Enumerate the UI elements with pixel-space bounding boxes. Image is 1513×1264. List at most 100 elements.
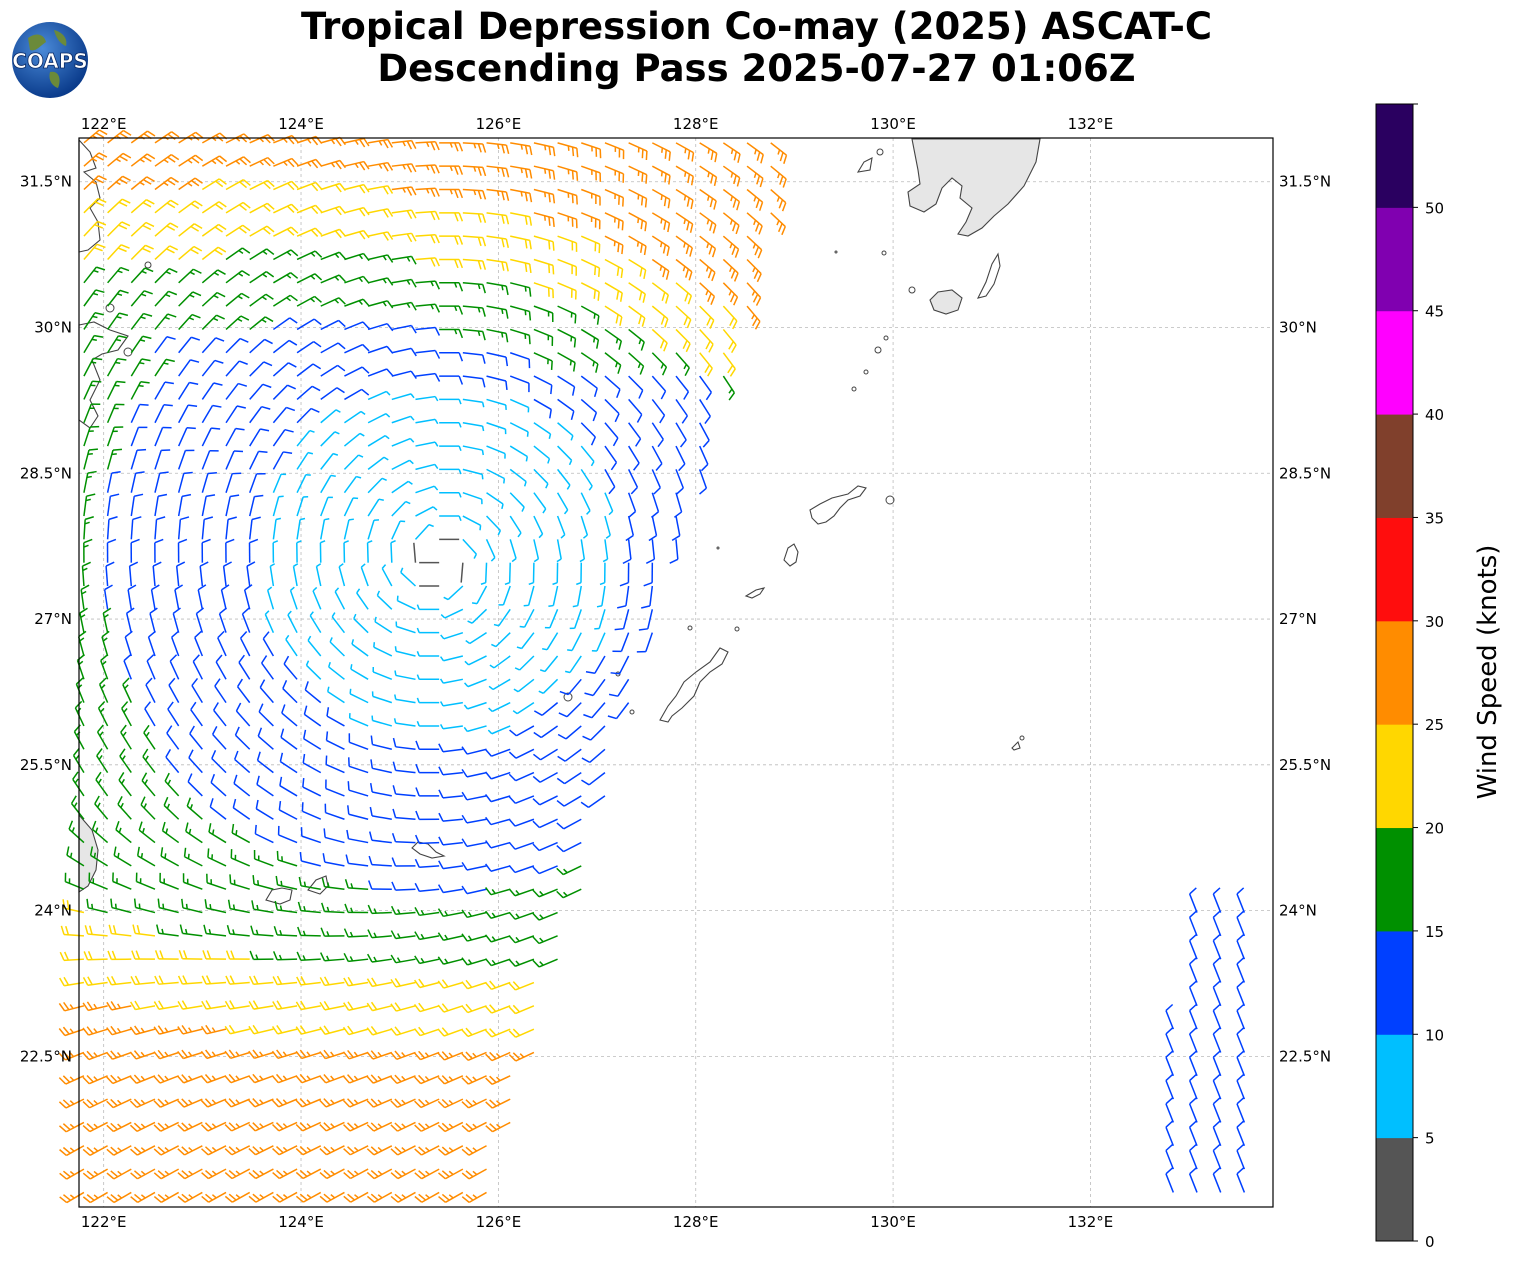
wind-barb xyxy=(83,425,100,447)
colorbar-segment xyxy=(1376,930,1413,1035)
wind-barb xyxy=(770,142,788,164)
wind-barb xyxy=(604,328,623,350)
wind-barb xyxy=(320,251,346,261)
wind-barb xyxy=(439,421,462,428)
wind-barb xyxy=(438,789,463,799)
wind-barb xyxy=(584,678,606,697)
wind-barb xyxy=(344,229,370,240)
wind-barb xyxy=(367,208,394,218)
colorbar-tick-label: 10 xyxy=(1425,1026,1444,1044)
wind-barb xyxy=(177,1145,203,1156)
wind-barb xyxy=(580,352,599,373)
wind-barb xyxy=(83,129,108,144)
wind-barb xyxy=(371,691,393,704)
wind-barb xyxy=(461,746,487,755)
wind-barb xyxy=(415,787,440,797)
wind-barb xyxy=(671,515,681,542)
wind-barb xyxy=(264,610,275,633)
wind-barb xyxy=(1212,957,1222,983)
wind-barb xyxy=(107,152,132,167)
wind-barb xyxy=(191,677,203,704)
wind-barb xyxy=(1188,980,1198,1007)
wind-barb xyxy=(177,975,203,985)
wind-barb xyxy=(367,390,391,401)
wind-barb xyxy=(107,244,130,260)
wind-barb xyxy=(368,855,392,867)
wind-barb xyxy=(130,335,152,354)
wind-barb xyxy=(153,1000,179,1011)
wind-barb xyxy=(319,976,345,987)
wind-barb xyxy=(177,1121,203,1132)
wind-barb xyxy=(299,851,321,867)
wind-barb xyxy=(248,538,259,563)
wind-barb xyxy=(82,1075,108,1085)
wind-barb xyxy=(122,677,132,703)
wind-barb xyxy=(369,806,392,820)
wind-barb xyxy=(256,775,274,797)
wind-barb xyxy=(514,655,535,671)
wind-barb xyxy=(651,212,671,233)
wind-barb xyxy=(486,282,509,296)
wind-barb xyxy=(296,429,315,447)
wind-barb xyxy=(105,561,115,587)
wind-barb xyxy=(83,538,93,563)
wind-barb xyxy=(210,773,227,797)
wind-barb xyxy=(249,179,275,191)
wind-barb xyxy=(486,445,506,459)
wind-barb xyxy=(211,749,227,774)
wind-barb xyxy=(201,337,225,354)
wind-barb xyxy=(438,743,463,753)
wind-barb xyxy=(645,539,656,564)
wind-barb xyxy=(471,585,488,605)
wind-barb xyxy=(416,651,440,657)
wind-barb xyxy=(235,702,251,727)
wind-barb xyxy=(344,252,370,262)
wind-barb xyxy=(462,328,486,341)
wind-barb xyxy=(83,266,106,284)
wind-barb xyxy=(556,468,571,490)
wind-barb xyxy=(462,398,485,408)
title-line-2: Descending Pass 2025-07-27 01:06Z xyxy=(377,47,1136,90)
wind-barb xyxy=(110,898,132,914)
wind-barb xyxy=(296,204,323,215)
wind-barb xyxy=(558,702,582,718)
wind-barb xyxy=(106,426,124,447)
wind-barb xyxy=(201,516,214,540)
wind-barb xyxy=(272,1145,298,1156)
wind-barb xyxy=(390,1168,416,1180)
wind-barb xyxy=(224,1168,251,1180)
wind-barb xyxy=(391,459,414,471)
wind-barb xyxy=(82,1001,108,1012)
wind-barb xyxy=(440,631,464,640)
wind-barb xyxy=(699,305,715,329)
islet-coast xyxy=(734,626,740,632)
wind-barb xyxy=(367,456,389,470)
wind-barb xyxy=(295,1191,322,1203)
wind-barb xyxy=(533,468,549,489)
wind-barb xyxy=(154,245,179,261)
wind-barb xyxy=(177,493,192,517)
wind-barb xyxy=(581,142,602,159)
wind-barb xyxy=(722,305,738,330)
wind-barb xyxy=(367,231,394,241)
wind-barb xyxy=(154,493,168,517)
wind-barb xyxy=(675,375,690,400)
wind-barb xyxy=(136,846,156,867)
wind-barb xyxy=(94,795,109,820)
wind-barb xyxy=(508,1004,535,1015)
wind-barb xyxy=(391,163,417,173)
wind-barb xyxy=(224,1145,251,1156)
wind-barb xyxy=(195,607,205,633)
wind-barb xyxy=(347,757,369,774)
wind-barb xyxy=(123,654,132,680)
wind-barb xyxy=(612,632,630,653)
islet-coast xyxy=(863,369,869,375)
wind-barb xyxy=(370,735,392,751)
wind-barb xyxy=(249,202,275,214)
wind-barb xyxy=(272,339,298,354)
lat-tick-label-left: 22.5°N xyxy=(20,1047,72,1065)
wind-barb xyxy=(272,451,293,470)
wind-barb xyxy=(533,258,555,275)
wind-barb xyxy=(532,818,558,829)
wind-barb xyxy=(462,375,486,388)
